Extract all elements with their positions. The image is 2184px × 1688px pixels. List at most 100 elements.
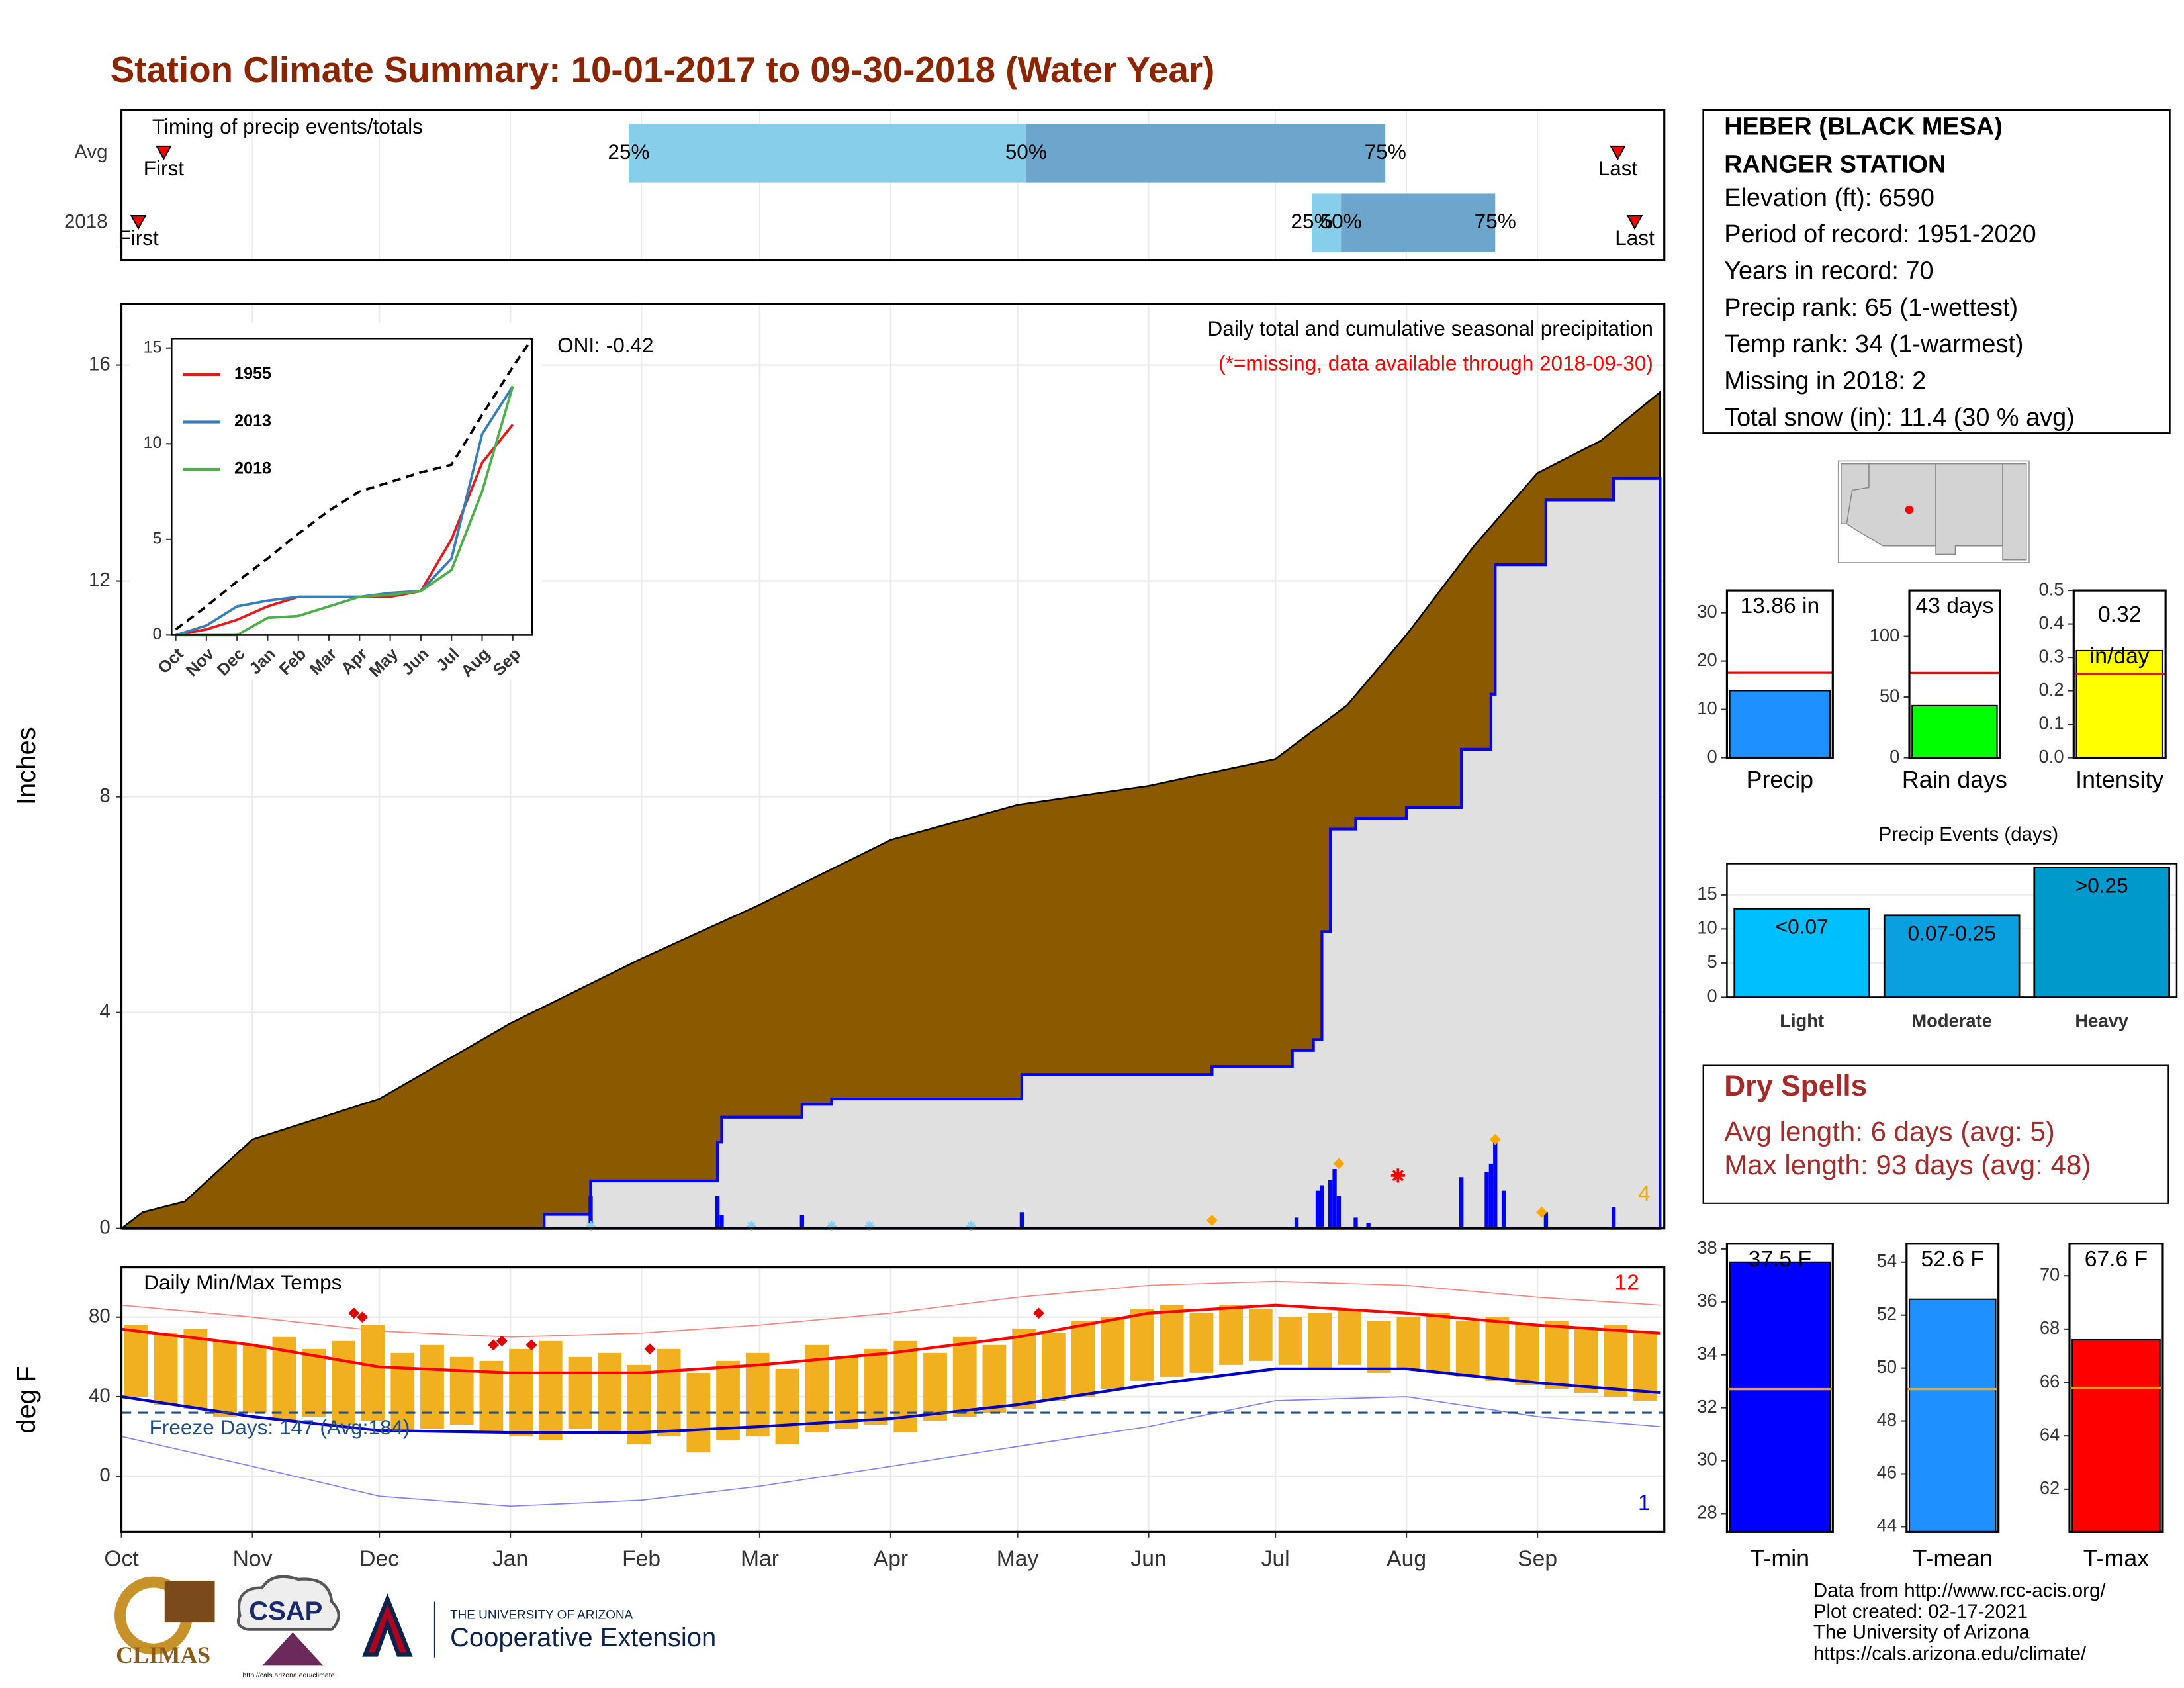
daily-bar <box>799 1215 804 1229</box>
chart-title: Precip Events (days) <box>1879 823 2059 845</box>
gauge-frame <box>2072 589 2167 759</box>
y-tick-label: 70 <box>2040 1264 2060 1284</box>
x-tick-label: Jan <box>492 1546 528 1571</box>
gauge-value-label: 37.5 F <box>1749 1247 1811 1272</box>
y-tick-label: 0 <box>99 1216 110 1238</box>
station-name: HEBER (BLACK MESA) <box>1724 113 2003 141</box>
bin-label: 0.07-0.25 <box>1908 921 1996 945</box>
timing-marker <box>1610 145 1626 161</box>
y-tick-label: 0 <box>1889 746 1899 767</box>
record-low-line <box>121 1396 1661 1507</box>
dry-spells-box <box>1702 1064 2169 1204</box>
gauge-category: T-min <box>1751 1545 1809 1571</box>
y-tick-label: 34 <box>1697 1343 1717 1364</box>
csap-cloud <box>236 1575 340 1631</box>
frame <box>120 1266 1666 1533</box>
temp-bar <box>1071 1321 1095 1397</box>
station-name: RANGER STATION <box>1724 150 1946 178</box>
y-tick-label: 46 <box>1877 1462 1897 1483</box>
daily-bar <box>1294 1217 1299 1229</box>
timing-label: First <box>144 156 185 180</box>
quartile-bar <box>1312 193 1342 252</box>
gauge-category: Intensity <box>2075 767 2163 793</box>
observed-area <box>121 477 1662 1230</box>
daily-bar <box>719 1215 724 1229</box>
y-tick-label: 12 <box>89 569 111 590</box>
daily-bar <box>1353 1217 1358 1229</box>
freeze-label: Freeze Days: 147 (Avg:184) <box>150 1415 410 1439</box>
gauge-bar <box>2071 1338 2161 1533</box>
footer-line: Plot created: 02-17-2021 <box>1813 1601 2028 1622</box>
temp-bar <box>1574 1329 1598 1393</box>
daily-bar <box>1019 1212 1024 1229</box>
x-tick-label: May <box>997 1546 1039 1571</box>
temp-bar <box>242 1344 267 1413</box>
y-tick-label: 4 <box>99 1000 110 1022</box>
y-tick-label: 0.1 <box>2039 712 2064 733</box>
y-tick-label: 38 <box>1697 1237 1717 1258</box>
x-tick-label: Oct <box>104 1546 139 1571</box>
y-tick-label: 80 <box>89 1305 111 1327</box>
station-box <box>1702 109 2171 434</box>
timing-marker <box>1626 215 1643 230</box>
station-line: Period of record: 1951-2020 <box>1724 220 2036 248</box>
quartile-bar <box>628 124 1026 183</box>
y-tick-label: 16 <box>89 353 111 375</box>
y-tick-label: 54 <box>1877 1250 1897 1271</box>
timing-subtitle: Timing of precip events/totals <box>152 115 423 138</box>
temp-bar <box>509 1348 533 1437</box>
snow-marker <box>586 1221 596 1231</box>
percent-label: 25% <box>1291 209 1332 233</box>
station-line: Years in record: 70 <box>1724 258 1933 285</box>
timing-marker <box>130 215 147 230</box>
x-tick-label: Apr <box>874 1546 908 1571</box>
gauge-frame <box>1905 1243 2000 1533</box>
gauge-value-label: 67.6 F <box>2085 1247 2148 1272</box>
y-tick-label: 100 <box>1870 625 1900 645</box>
x-tick-label: Heavy <box>2075 1011 2128 1031</box>
daily-bar <box>1484 1172 1489 1229</box>
chart-subtitle: (*=missing, data available through 2018-… <box>1218 352 1653 375</box>
x-tick-label: Jul <box>1261 1546 1290 1571</box>
temp-bar <box>1485 1317 1510 1381</box>
gauge-value-label: 52.6 F <box>1921 1247 1984 1272</box>
y-tick-label: 0.4 <box>2039 612 2064 633</box>
y-tick-label: 68 <box>2040 1317 2060 1338</box>
temp-bar <box>1012 1329 1036 1409</box>
map-state <box>1935 463 2003 555</box>
gauge-frame <box>1725 1243 1834 1533</box>
y-tick-label: 20 <box>1697 649 1717 670</box>
ua-logo <box>362 1593 413 1657</box>
temp-bar <box>183 1329 208 1409</box>
csap-mountain <box>262 1632 324 1666</box>
daily-bar <box>1332 1169 1337 1229</box>
daily-bar <box>1315 1190 1320 1229</box>
y-tick-label: 32 <box>1697 1396 1717 1417</box>
temp-bar <box>361 1325 385 1421</box>
y-axis-label: Inches <box>12 727 41 805</box>
temp-bar <box>213 1340 237 1417</box>
temp-bar <box>952 1336 977 1417</box>
y-tick-label: 0 <box>1707 746 1717 767</box>
x-tick-label: Nov <box>233 1546 273 1571</box>
daily-bar <box>1459 1177 1464 1229</box>
climas-logo <box>164 1580 215 1623</box>
timing-label: Last <box>1615 226 1655 250</box>
normal-high-line <box>121 1303 1661 1375</box>
locator-map <box>1837 460 2030 563</box>
gauge-bar <box>2075 649 2163 759</box>
temp-bar <box>1248 1309 1273 1361</box>
temp-bar <box>154 1333 178 1405</box>
daily-bar <box>1501 1190 1506 1229</box>
gauge-category: T-mean <box>1913 1545 1993 1571</box>
x-tick-label: Moderate <box>1911 1011 1992 1031</box>
climas-text: CLIMAS <box>116 1642 210 1668</box>
y-tick-label: 64 <box>2040 1424 2060 1444</box>
gauge-value-label: 0.32 <box>2098 602 2142 627</box>
y-tick-label: 40 <box>89 1385 111 1407</box>
x-tick-label: Mar <box>741 1546 779 1571</box>
csap-url: http://cals.arizona.edu/climate <box>243 1671 335 1679</box>
corner-label: 4 <box>1638 1182 1651 1206</box>
footer-line: Data from http://www.rcc-acis.org/ <box>1813 1580 2106 1602</box>
gauge-frame <box>1908 589 2001 759</box>
